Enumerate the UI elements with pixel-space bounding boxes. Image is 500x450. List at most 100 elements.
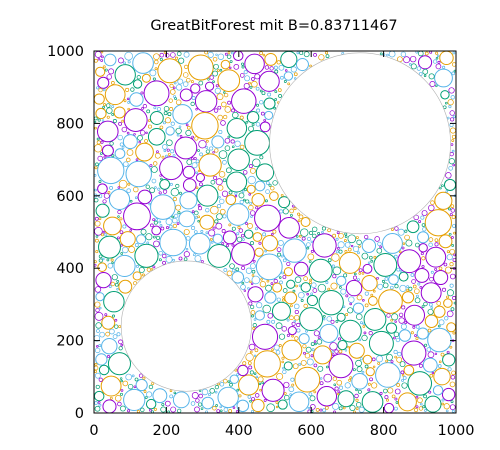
data-point	[362, 263, 373, 274]
data-point	[98, 377, 103, 382]
data-point	[244, 277, 250, 283]
data-point	[131, 374, 135, 378]
data-point	[292, 363, 299, 370]
data-point	[234, 368, 238, 372]
data-point	[198, 393, 203, 399]
data-point	[264, 65, 270, 70]
data-point	[299, 307, 324, 332]
data-point	[450, 143, 454, 146]
data-point	[401, 305, 406, 310]
data-point	[185, 236, 191, 241]
data-point	[295, 58, 309, 72]
data-point	[224, 106, 232, 113]
data-point	[310, 354, 314, 358]
y-tick-label: 600	[56, 189, 84, 205]
data-point	[277, 252, 282, 257]
data-point	[294, 276, 302, 283]
data-point	[100, 51, 104, 54]
data-point	[163, 149, 167, 153]
data-point	[127, 107, 130, 111]
data-point	[281, 271, 284, 275]
data-point	[264, 249, 267, 253]
data-point	[132, 79, 143, 89]
data-point	[96, 137, 100, 141]
data-point	[207, 51, 214, 58]
data-point	[276, 297, 281, 302]
data-point	[102, 199, 107, 204]
data-point	[100, 375, 122, 397]
data-point	[187, 125, 191, 130]
data-point	[449, 262, 454, 267]
data-point	[229, 263, 235, 269]
data-point	[153, 235, 156, 239]
data-point	[261, 235, 279, 252]
data-point	[419, 286, 423, 289]
data-point	[280, 193, 284, 197]
data-point	[361, 370, 365, 374]
data-point	[227, 135, 231, 139]
data-point	[418, 51, 424, 57]
data-point	[286, 318, 290, 322]
data-point	[191, 210, 195, 213]
data-point	[306, 358, 314, 366]
data-point	[150, 166, 158, 173]
data-point	[428, 73, 435, 80]
data-point	[157, 58, 183, 84]
data-point	[277, 239, 284, 246]
data-point	[210, 205, 219, 215]
data-point	[265, 181, 270, 185]
data-point	[429, 276, 434, 282]
data-point	[144, 139, 148, 143]
data-point	[412, 325, 416, 329]
data-point	[241, 265, 246, 270]
data-point	[435, 51, 439, 55]
data-point	[195, 173, 205, 183]
data-point	[200, 230, 204, 233]
data-point	[175, 204, 182, 211]
data-point	[235, 410, 239, 413]
data-point	[359, 357, 363, 361]
data-point	[215, 53, 218, 57]
data-point	[95, 203, 110, 218]
data-point	[338, 337, 342, 341]
x-tick-label: 0	[89, 423, 98, 439]
data-point	[236, 373, 240, 376]
data-point	[399, 270, 403, 273]
data-point	[266, 403, 275, 412]
data-point	[415, 242, 420, 248]
data-point	[282, 296, 285, 299]
data-point	[98, 254, 103, 259]
data-point	[220, 59, 231, 70]
data-point	[438, 319, 445, 326]
data-point	[251, 193, 265, 207]
data-point	[282, 369, 287, 374]
data-point	[231, 108, 235, 113]
data-point	[418, 220, 422, 223]
data-point	[215, 404, 218, 407]
data-point	[195, 171, 198, 175]
data-point	[241, 233, 245, 238]
data-point	[401, 340, 427, 366]
data-point	[321, 226, 327, 231]
data-point	[376, 247, 383, 254]
data-point	[416, 66, 422, 71]
data-point	[231, 145, 235, 149]
data-point	[95, 308, 100, 313]
data-point	[317, 232, 321, 235]
data-point	[118, 346, 123, 351]
data-point	[451, 244, 455, 247]
data-point	[186, 159, 193, 165]
data-point	[231, 226, 236, 231]
data-point	[111, 261, 114, 265]
data-point	[110, 258, 114, 262]
data-point	[94, 370, 97, 373]
data-point	[435, 57, 439, 60]
data-point	[195, 186, 199, 189]
data-point	[143, 80, 170, 107]
data-point	[372, 289, 376, 293]
data-point	[332, 274, 337, 279]
data-point	[394, 388, 401, 395]
data-point	[256, 103, 259, 107]
data-point	[190, 83, 201, 94]
data-point	[423, 394, 428, 399]
